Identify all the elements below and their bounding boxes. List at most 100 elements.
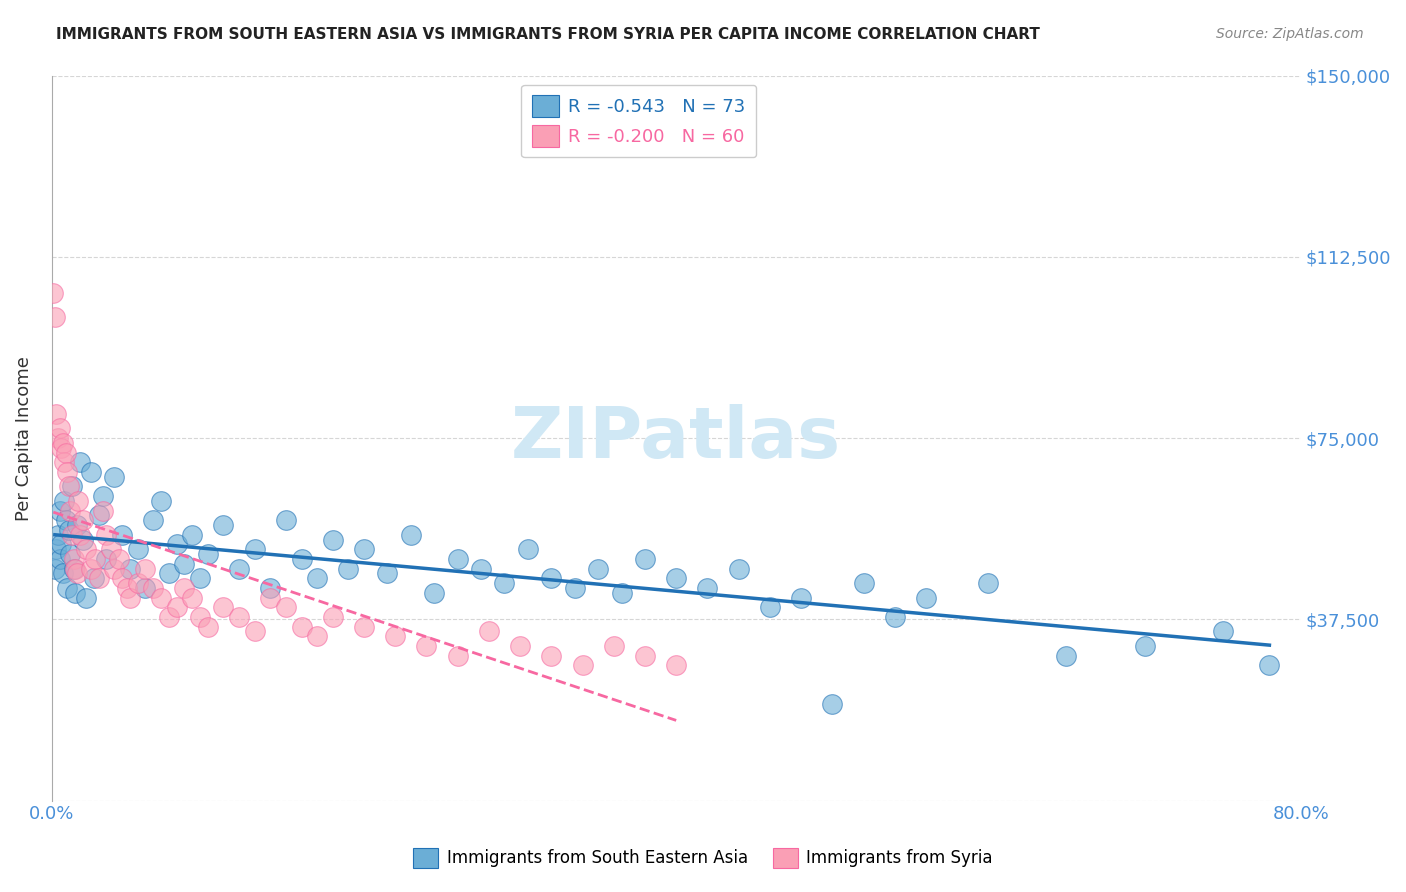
Point [91, 489, 114, 503]
Point [197, 547, 219, 561]
Point [883, 610, 905, 624]
Point [290, 552, 312, 566]
Text: Source: ZipAtlas.com: Source: ZipAtlas.com [1216, 27, 1364, 41]
Point [111, 571, 134, 585]
Point [80, 561, 103, 575]
Point [75, 591, 97, 605]
Point [173, 581, 195, 595]
Point [83, 571, 105, 585]
Point [134, 581, 156, 595]
Point [665, 571, 688, 585]
Point [62, 552, 84, 566]
Point [446, 648, 468, 663]
Point [915, 591, 938, 605]
Point [53, 455, 76, 469]
Point [84, 552, 107, 566]
Point [60, 527, 83, 541]
Point [72, 533, 94, 547]
Point [384, 629, 406, 643]
Point [322, 533, 344, 547]
Point [55, 445, 77, 459]
Point [59, 547, 82, 561]
Point [142, 581, 165, 595]
Point [66, 566, 89, 581]
Point [67, 494, 90, 508]
Point [87, 508, 110, 523]
Point [55, 513, 77, 527]
Point [307, 629, 329, 643]
Point [58, 479, 80, 493]
Point [56, 581, 79, 595]
Point [87, 571, 110, 585]
Point [103, 469, 125, 483]
Point [516, 542, 538, 557]
Point [115, 581, 138, 595]
Point [415, 639, 437, 653]
Point [108, 552, 131, 566]
Point [181, 527, 204, 541]
Point [142, 513, 165, 527]
Point [63, 586, 86, 600]
Point [188, 571, 211, 585]
Point [399, 527, 422, 541]
Point [66, 518, 89, 533]
Point [353, 542, 375, 557]
Point [353, 619, 375, 633]
Point [127, 542, 149, 557]
Point [80, 465, 103, 479]
Point [45, 407, 67, 421]
Point [134, 561, 156, 575]
Point [150, 494, 173, 508]
Point [60, 479, 83, 493]
Point [610, 586, 633, 600]
Point [103, 561, 125, 575]
Y-axis label: Per Capita Income: Per Capita Income [15, 356, 32, 521]
Point [290, 619, 312, 633]
Point [58, 523, 80, 537]
Point [69, 455, 91, 469]
Point [509, 639, 531, 653]
Point [446, 552, 468, 566]
Point [571, 658, 593, 673]
Point [696, 581, 718, 595]
Point [166, 600, 188, 615]
Point [127, 576, 149, 591]
Point [53, 494, 76, 508]
Point [564, 581, 586, 595]
Point [228, 561, 250, 575]
Point [212, 518, 235, 533]
Point [91, 503, 114, 517]
Point [49, 537, 72, 551]
Legend: R = -0.543   N = 73, R = -0.200   N = 60: R = -0.543 N = 73, R = -0.200 N = 60 [522, 85, 756, 158]
Point [790, 591, 813, 605]
Point [1212, 624, 1234, 639]
Point [259, 591, 281, 605]
Point [259, 581, 281, 595]
Point [48, 552, 70, 566]
Point [197, 619, 219, 633]
Point [478, 624, 501, 639]
Point [49, 441, 72, 455]
Point [63, 561, 86, 575]
Point [243, 542, 266, 557]
Point [337, 561, 360, 575]
Point [173, 557, 195, 571]
Point [759, 600, 782, 615]
Point [727, 561, 749, 575]
Point [540, 571, 562, 585]
Point [274, 513, 297, 527]
Point [977, 576, 1000, 591]
Point [56, 465, 79, 479]
Text: ZIPatlas: ZIPatlas [512, 403, 841, 473]
Point [586, 561, 609, 575]
Point [157, 610, 180, 624]
Point [307, 571, 329, 585]
Point [75, 542, 97, 557]
Point [243, 624, 266, 639]
Point [96, 527, 118, 541]
Point [96, 552, 118, 566]
Point [111, 527, 134, 541]
Point [274, 600, 297, 615]
Point [52, 566, 75, 581]
Point [212, 600, 235, 615]
